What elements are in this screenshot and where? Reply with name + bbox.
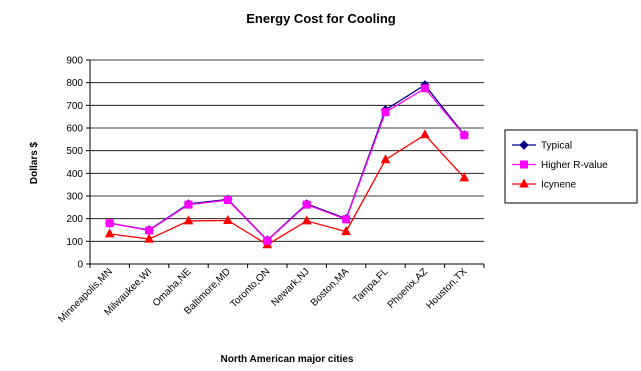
legend-label: Icynene <box>541 180 576 191</box>
data-point <box>183 215 194 225</box>
series-icynene <box>104 129 470 249</box>
y-tick-label: 800 <box>66 78 83 89</box>
data-point <box>459 172 470 182</box>
x-axis-title: North American major cities <box>220 354 353 365</box>
data-point <box>380 154 391 164</box>
y-tick-label: 0 <box>77 260 83 271</box>
data-point <box>223 214 233 224</box>
x-tick-label: Minneapolis,MN <box>56 266 114 324</box>
x-tick-label: Boston,MA <box>309 266 352 309</box>
x-tick-label: Newark,NJ <box>269 266 311 308</box>
data-point <box>105 219 114 228</box>
y-tick-label: 700 <box>66 101 83 112</box>
y-tick-label: 600 <box>66 124 83 135</box>
legend-label: Typical <box>541 141 572 152</box>
chart-title: Energy Cost for Cooling <box>246 11 396 26</box>
y-tick-label: 900 <box>66 56 83 67</box>
data-point <box>184 200 193 209</box>
y-tick-label: 400 <box>66 169 83 180</box>
data-point <box>144 233 154 243</box>
data-point <box>302 200 311 209</box>
y-tick-label: 100 <box>66 237 83 248</box>
x-tick-labels: Minneapolis,MNMilwaukee,WIOmaha,NEBaltim… <box>56 266 469 325</box>
legend-marker <box>519 140 529 150</box>
data-point <box>145 226 154 235</box>
x-tick-label: Toronto,ON <box>228 266 272 310</box>
legend-marker <box>519 178 529 188</box>
y-tick-label: 200 <box>66 214 83 225</box>
axes <box>89 60 485 268</box>
series-higher-r-value <box>105 84 469 245</box>
legend-item: Typical <box>512 140 572 152</box>
gridlines <box>86 59 484 265</box>
legend-marker <box>520 160 528 169</box>
data-point <box>342 215 351 224</box>
x-tick-label: Omaha,NE <box>151 266 194 309</box>
data-point <box>223 196 232 205</box>
data-point <box>104 228 115 238</box>
x-tick-label: Houston,TX <box>424 266 469 311</box>
data-point <box>460 131 469 140</box>
y-axis-title: Dollars $ <box>29 141 40 184</box>
legend-item: Icynene <box>512 178 576 191</box>
series-line <box>109 84 465 242</box>
data-point <box>381 108 390 117</box>
data-point <box>301 215 312 225</box>
y-tick-label: 300 <box>66 192 83 203</box>
legend: Typical Higher R-value Icynene <box>504 129 638 204</box>
legend-item: Higher R-value <box>512 160 608 171</box>
data-point <box>420 129 430 139</box>
y-tick-labels: 0 100 200 300 400 500 600 700 800 900 <box>66 56 83 271</box>
series-line <box>109 133 465 246</box>
data-point <box>263 236 272 245</box>
series-lines <box>104 80 470 249</box>
series-line <box>109 87 465 242</box>
legend-label: Higher R-value <box>541 160 608 171</box>
data-point <box>420 84 429 93</box>
data-point <box>341 226 351 236</box>
x-tick-label: Tampa,FL <box>351 266 391 306</box>
y-tick-label: 500 <box>66 146 83 157</box>
